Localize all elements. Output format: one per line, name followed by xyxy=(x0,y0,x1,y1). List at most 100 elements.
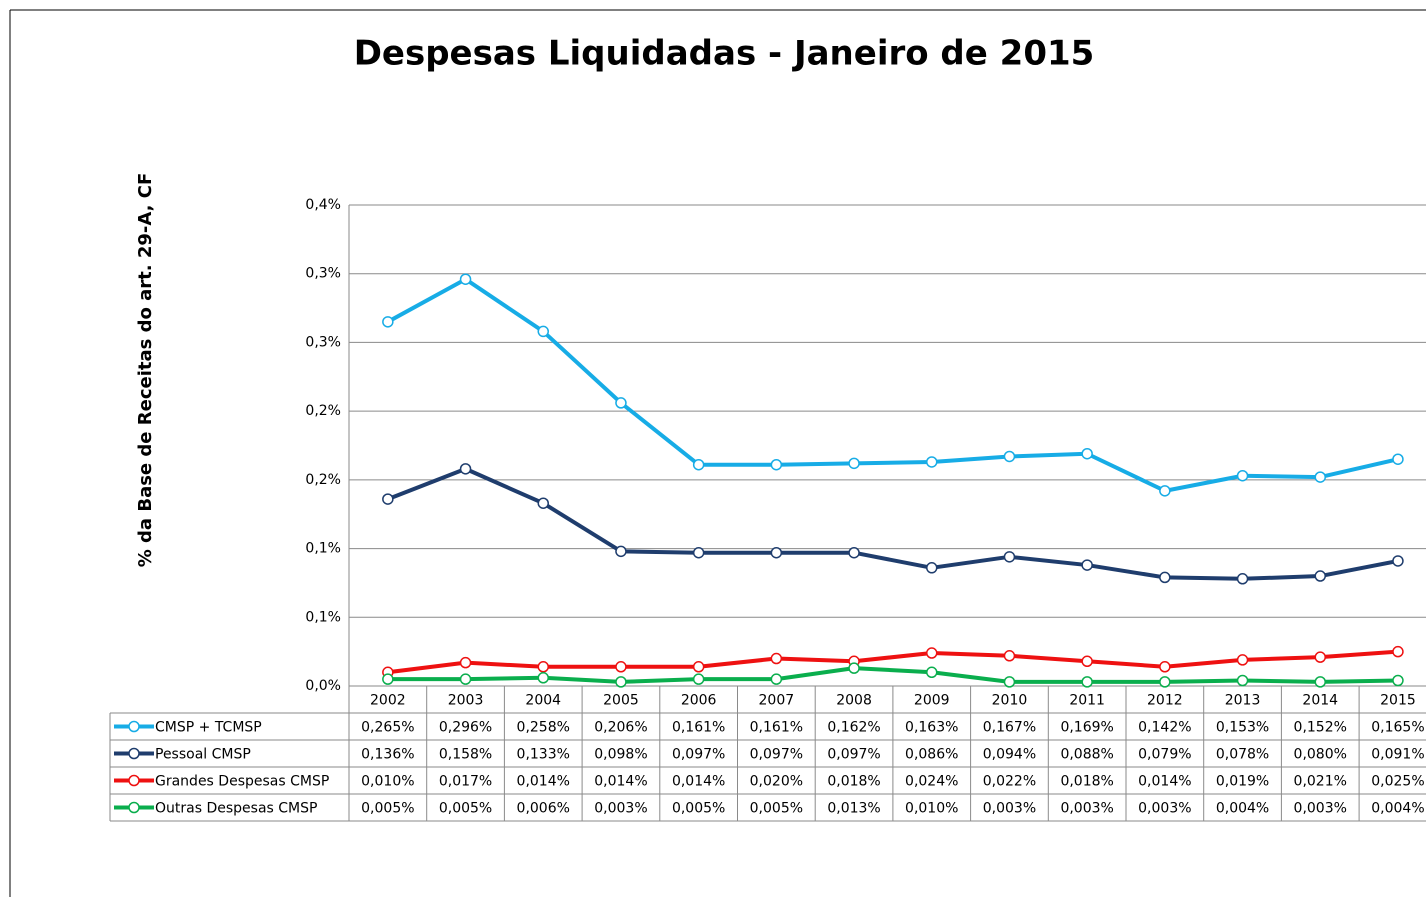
marker xyxy=(459,673,472,685)
legend-label: Grandes Despesas CMSP xyxy=(155,774,329,790)
data-label: 0,010% xyxy=(905,801,958,817)
data-label: 0,098% xyxy=(594,747,647,763)
marker xyxy=(537,325,549,338)
legend-label: CMSP + TCMSP xyxy=(155,720,262,736)
series-line xyxy=(387,666,1398,684)
marker xyxy=(926,456,938,468)
x-tick-label: 2015 xyxy=(1380,693,1416,709)
marker xyxy=(1003,450,1016,463)
data-label: 0,163% xyxy=(905,720,958,736)
marker xyxy=(459,273,472,285)
data-label: 0,021% xyxy=(1294,774,1347,790)
marker xyxy=(692,661,705,673)
marker xyxy=(459,463,472,475)
y-tick-label: 0,3% xyxy=(305,334,341,350)
marker xyxy=(1003,551,1016,563)
marker xyxy=(1236,573,1249,585)
data-label: 0,161% xyxy=(672,720,725,736)
marker xyxy=(1392,555,1404,567)
x-tick-label: 2005 xyxy=(603,693,639,709)
x-tick-label: 2012 xyxy=(1147,693,1183,709)
x-tick-label: 2013 xyxy=(1225,693,1261,709)
data-label: 0,142% xyxy=(1138,720,1191,736)
marker xyxy=(1081,559,1093,571)
data-label: 0,024% xyxy=(905,774,958,790)
data-label: 0,153% xyxy=(1216,720,1269,736)
data-label: 0,019% xyxy=(1216,774,1269,790)
data-label: 0,017% xyxy=(439,774,492,790)
y-tick-label: 0,2% xyxy=(305,472,341,488)
data-label: 0,025% xyxy=(1371,774,1424,790)
series-line xyxy=(387,466,1399,581)
marker xyxy=(1314,570,1326,582)
data-label: 0,097% xyxy=(750,747,803,763)
y-axis-title: % da Base de Receitas do art. 29-A, CF xyxy=(135,173,156,568)
marker xyxy=(615,676,627,688)
chart-title: Despesas Liquidadas - Janeiro de 2015 xyxy=(354,34,1095,74)
data-label: 0,258% xyxy=(517,720,570,736)
marker xyxy=(382,316,394,328)
data-label: 0,136% xyxy=(361,747,414,763)
data-label: 0,013% xyxy=(827,801,880,817)
data-label: 0,018% xyxy=(1060,774,1113,790)
marker xyxy=(1392,645,1404,658)
marker xyxy=(770,673,783,685)
x-tick-label: 2002 xyxy=(370,693,406,709)
legend-marker xyxy=(128,801,140,814)
x-tick-label: 2009 xyxy=(914,693,950,709)
marker xyxy=(1236,469,1249,482)
data-label: 0,006% xyxy=(517,801,570,817)
marker xyxy=(848,662,860,674)
y-tick-label: 0,4% xyxy=(305,197,341,213)
data-label: 0,094% xyxy=(983,747,1036,763)
data-label: 0,005% xyxy=(361,801,414,817)
data-label: 0,091% xyxy=(1371,747,1424,763)
marker xyxy=(1003,676,1016,688)
data-label: 0,086% xyxy=(905,747,958,763)
marker xyxy=(1236,674,1249,687)
marker xyxy=(926,647,938,659)
series-line xyxy=(386,277,1399,493)
marker xyxy=(537,661,549,673)
data-label: 0,161% xyxy=(750,720,803,736)
data-label: 0,003% xyxy=(594,801,647,817)
marker xyxy=(926,666,938,679)
marker xyxy=(1392,674,1404,687)
marker xyxy=(1159,571,1171,584)
data-label: 0,088% xyxy=(1060,747,1113,763)
marker xyxy=(1081,676,1093,688)
x-tick-label: 2006 xyxy=(681,693,717,709)
marker xyxy=(926,562,938,574)
marker xyxy=(1392,453,1404,465)
data-label: 0,167% xyxy=(983,720,1036,736)
y-tick-label: 0,0% xyxy=(305,678,341,694)
data-label: 0,010% xyxy=(361,774,414,790)
data-label: 0,004% xyxy=(1216,801,1269,817)
x-tick-label: 2014 xyxy=(1302,693,1338,709)
data-label: 0,014% xyxy=(594,774,647,790)
marker xyxy=(459,656,472,669)
marker xyxy=(537,497,549,509)
data-label: 0,265% xyxy=(361,720,414,736)
data-label: 0,003% xyxy=(1138,801,1191,817)
data-label: 0,162% xyxy=(827,720,880,736)
marker xyxy=(1314,676,1326,688)
marker xyxy=(692,546,705,559)
marker xyxy=(615,397,627,409)
x-tick-label: 2004 xyxy=(525,693,561,709)
data-label: 0,169% xyxy=(1060,720,1113,736)
marker xyxy=(537,672,549,684)
marker xyxy=(1159,661,1171,673)
data-label: 0,005% xyxy=(750,801,803,817)
data-label: 0,005% xyxy=(439,801,492,817)
marker xyxy=(1159,676,1171,688)
data-label: 0,014% xyxy=(517,774,570,790)
data-label: 0,004% xyxy=(1371,801,1424,817)
marker xyxy=(1159,485,1171,497)
x-tick-label: 2007 xyxy=(759,693,795,709)
data-label: 0,022% xyxy=(983,774,1036,790)
series-line xyxy=(387,649,1399,675)
legend-marker xyxy=(128,720,140,733)
